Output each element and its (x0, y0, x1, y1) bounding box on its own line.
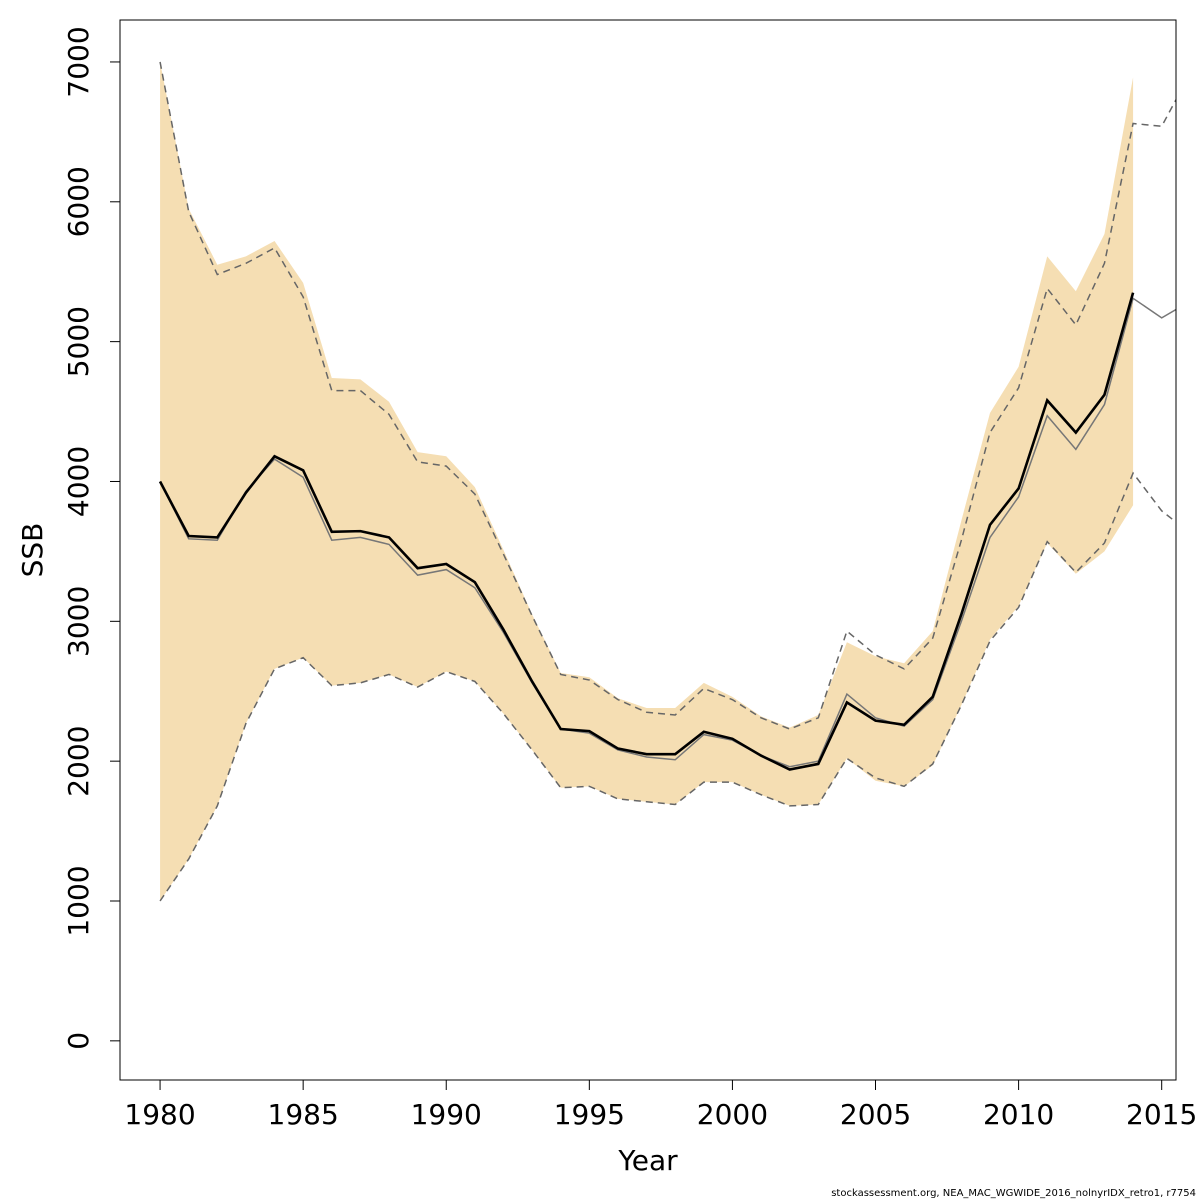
x-tick-label: 2005 (840, 1098, 911, 1131)
x-axis-label: Year (617, 1144, 678, 1177)
y-tick-label: 4000 (62, 446, 95, 517)
y-tick-label: 2000 (62, 726, 95, 797)
y-tick-label: 5000 (62, 306, 95, 377)
footer-credit: stockassessment.org, NEA_MAC_WGWIDE_2016… (831, 1188, 1196, 1199)
x-tick-label: 1985 (268, 1098, 339, 1131)
series-line-3 (159, 61, 1176, 730)
x-tick-label: 2000 (697, 1098, 768, 1131)
y-tick-label: 1000 (62, 865, 95, 936)
y-tick-label: 0 (62, 1032, 95, 1050)
series-line-2 (159, 471, 1176, 902)
y-tick-label: 3000 (62, 586, 95, 657)
x-tick-label: 1995 (554, 1098, 625, 1131)
series-line-0 (158, 292, 1135, 771)
confidence-band (160, 61, 1134, 902)
x-tick-label: 1990 (411, 1098, 482, 1131)
x-tick-label: 1980 (124, 1098, 195, 1131)
series-layer (158, 61, 1176, 902)
confidence-band-layer (160, 61, 1134, 902)
series-line-1 (159, 297, 1176, 768)
x-axis: 1980 1985 1990 1995 2000 2005 2010 2015 (124, 1079, 1197, 1131)
y-tick-label: 7000 (62, 26, 95, 97)
y-axis: 0 1000 2000 3000 4000 5000 6000 7000 (62, 26, 121, 1050)
x-tick-label: 2015 (1126, 1098, 1197, 1131)
y-axis-label: SSB (16, 523, 49, 578)
x-tick-label: 2010 (983, 1098, 1054, 1131)
y-tick-label: 6000 (62, 166, 95, 237)
